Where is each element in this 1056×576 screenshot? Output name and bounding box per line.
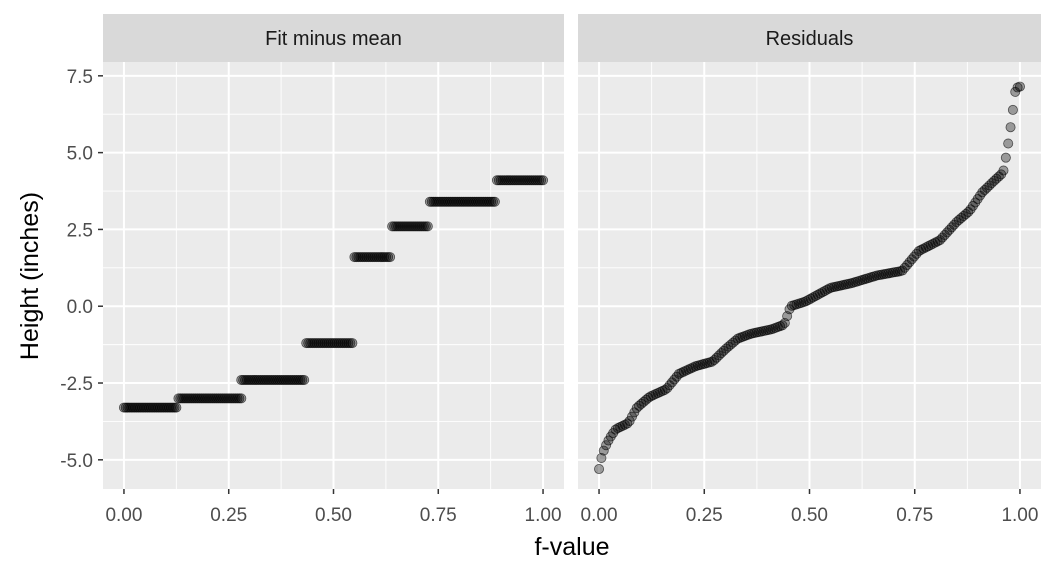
data-point xyxy=(596,452,607,463)
strip-label: Residuals xyxy=(766,28,854,50)
y-tick-label: 0.0 xyxy=(67,297,93,318)
data-point xyxy=(1007,104,1018,115)
x-tick-label: 0.00 xyxy=(581,505,618,526)
x-tick-label: 0.75 xyxy=(420,505,457,526)
data-point xyxy=(385,252,396,263)
x-tick-label: 0.25 xyxy=(686,505,723,526)
data-point xyxy=(1014,81,1025,92)
data-point xyxy=(1005,122,1016,133)
data-point xyxy=(594,464,605,475)
y-axis: -5.0 -2.5 0.0 2.5 5.0 7.5 xyxy=(60,67,103,472)
data-point xyxy=(538,175,549,186)
panel-fit-minus-mean: Fit minus mean 0.00 0.25 0.50 0.75 1.00 xyxy=(103,14,564,526)
y-axis-title: Height (inches) xyxy=(16,192,44,360)
data-point xyxy=(598,445,609,456)
data-point xyxy=(1003,138,1014,149)
data-point xyxy=(236,393,247,404)
data-point xyxy=(299,374,310,385)
y-tick-label: 5.0 xyxy=(67,144,93,165)
strip-label: Fit minus mean xyxy=(265,28,402,50)
data-point xyxy=(171,402,182,413)
y-tick-label: 2.5 xyxy=(67,220,93,241)
points xyxy=(594,81,1025,475)
x-axis: 0.00 0.25 0.50 0.75 1.00 xyxy=(105,489,562,526)
x-tick-label: 0.25 xyxy=(210,505,247,526)
x-tick-label: 0.00 xyxy=(105,505,142,526)
y-tick-label: 7.5 xyxy=(67,67,93,88)
gridlines xyxy=(578,62,1041,489)
data-point xyxy=(1000,152,1011,163)
x-axis: 0.00 0.25 0.50 0.75 1.00 xyxy=(581,489,1038,526)
x-tick-label: 0.75 xyxy=(896,505,933,526)
y-tick-label: -2.5 xyxy=(60,374,93,395)
strip-background xyxy=(103,14,564,62)
data-point xyxy=(422,221,433,232)
data-point xyxy=(489,196,500,207)
gridlines xyxy=(103,62,564,489)
points xyxy=(118,175,549,413)
x-tick-label: 0.50 xyxy=(315,505,352,526)
data-point xyxy=(601,440,612,451)
data-point xyxy=(347,338,358,349)
x-tick-label: 1.00 xyxy=(525,505,562,526)
x-axis-title: f-value xyxy=(534,533,609,561)
x-tick-label: 1.00 xyxy=(1001,505,1038,526)
panel-residuals: Residuals 0.00 0.25 0.50 0.75 1.00 xyxy=(578,14,1041,526)
x-tick-label: 0.50 xyxy=(791,505,828,526)
strip-background xyxy=(578,14,1041,62)
y-tick-label: -5.0 xyxy=(60,451,93,472)
data-point xyxy=(998,165,1009,176)
